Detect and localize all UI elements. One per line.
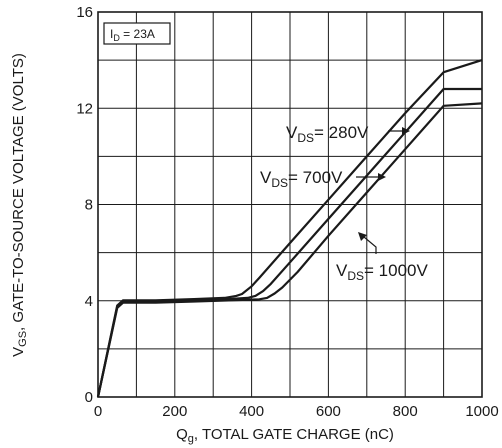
x-tick-label: 0 (94, 403, 102, 420)
x-axis-title: Qg, TOTAL GATE CHARGE (nC) (176, 426, 394, 445)
x-tick-label: 600 (316, 403, 341, 420)
series-line-1 (96, 87, 482, 398)
x-tick-label: 1000 (465, 403, 498, 420)
id-annotation: ID = 23A (110, 27, 155, 43)
y-tick-label: 16 (76, 4, 93, 21)
y-tick-label: 12 (76, 100, 93, 117)
x-tick-label: 800 (393, 403, 418, 420)
y-axis-title: VGS, GATE-TO-SOURCE VOLTAGE (VOLTS) (10, 53, 29, 357)
id-annotation-box (103, 22, 171, 45)
y-tick-label: 8 (85, 197, 93, 214)
series-label-280v: VDS= 280V (286, 123, 369, 145)
x-tick-label: 400 (239, 403, 264, 420)
grid-lines (98, 12, 482, 397)
series-label-700v: VDS= 700V (260, 168, 343, 190)
leader-arrows (356, 127, 410, 254)
y-tick-label: 0 (85, 389, 93, 406)
series-label-1000v: VDS= 1000V (336, 261, 428, 283)
x-tick-labels: 0 200 400 600 800 1000 (94, 403, 499, 420)
y-tick-label: 4 (85, 293, 93, 310)
series-line-2 (96, 102, 483, 398)
plot-frame (97, 11, 483, 398)
y-tick-labels: 0 4 8 12 16 (76, 4, 93, 406)
series-line-0 (96, 59, 483, 398)
x-tick-label: 200 (162, 403, 187, 420)
series-curves (96, 59, 483, 398)
